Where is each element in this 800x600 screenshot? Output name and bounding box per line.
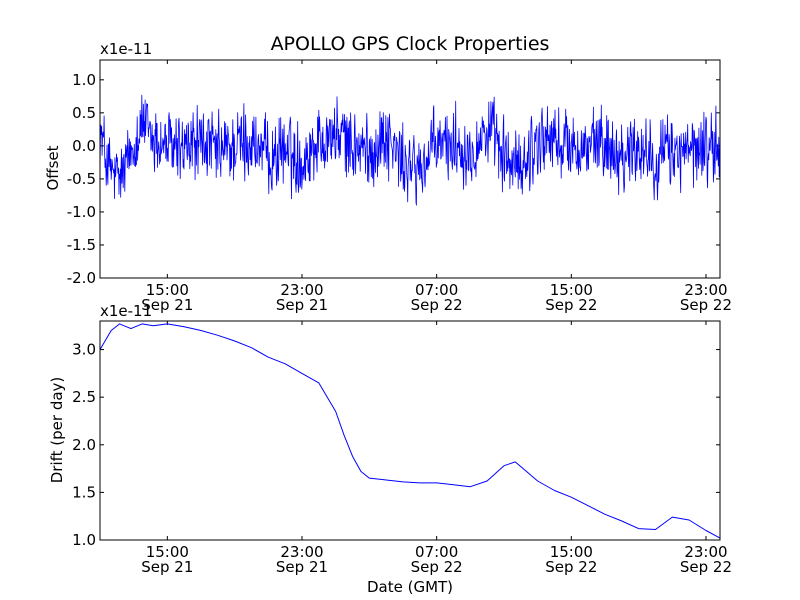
drift-multiplier-label: x1e-11 (100, 302, 152, 320)
drift-plot-area (99, 323, 721, 539)
drift-axes-frame (99, 320, 721, 541)
x-tick-time-label: 15:00 (550, 543, 593, 561)
x-tick-time-label: 07:00 (415, 281, 458, 299)
y-tick-label: -2.0 (67, 269, 96, 287)
y-tick-label: 2.5 (72, 388, 96, 406)
x-tick-time-label: 23:00 (684, 543, 727, 561)
offset-multiplier-label: x1e-11 (100, 40, 152, 58)
x-tick-date-label: Sep 22 (411, 558, 463, 576)
x-tick-time-label: 15:00 (146, 281, 189, 299)
offset-axes-frame (99, 59, 721, 279)
offset-y-ticks: -2.0 -1.5 -1.0 -0.5 0.0 0.5 1.0 (67, 71, 720, 287)
drift-y-axis-label: Drift (per day) (48, 377, 66, 484)
y-tick-label: -1.5 (67, 236, 96, 254)
drift-y-ticks: 1.0 1.5 2.0 2.5 3.0 (72, 341, 720, 549)
offset-plot-area (99, 94, 721, 206)
y-tick-label: -0.5 (67, 170, 96, 188)
y-tick-label: 0.0 (72, 137, 96, 155)
y-tick-label: 1.0 (72, 531, 96, 549)
x-tick-time-label: 23:00 (280, 543, 323, 561)
x-tick-time-label: 15:00 (550, 281, 593, 299)
chart-title: APOLLO GPS Clock Properties (271, 33, 550, 55)
x-tick-date-label: Sep 21 (276, 296, 328, 314)
x-tick-date-label: Sep 21 (141, 296, 193, 314)
y-tick-label: 2.0 (72, 436, 96, 454)
y-tick-label: -1.0 (67, 203, 96, 221)
x-tick-date-label: Sep 22 (545, 558, 597, 576)
x-tick-date-label: Sep 22 (411, 296, 463, 314)
drift-panel: x1e-11 Drift (per day) 1.0 1.5 2.0 2.5 3.0 1… (48, 302, 732, 596)
y-tick-label: 0.5 (72, 104, 96, 122)
x-tick-date-label: Sep 21 (276, 558, 328, 576)
series-line (99, 94, 721, 206)
series-line (99, 323, 721, 539)
x-tick-date-label: Sep 22 (680, 558, 732, 576)
y-tick-label: 1.0 (72, 71, 96, 89)
x-tick-time-label: 23:00 (280, 281, 323, 299)
y-tick-label: 1.5 (72, 483, 96, 501)
offset-panel: x1e-11 Offset -2.0-1.5-1.0-0.50.00.51.0 … (44, 40, 732, 314)
x-tick-date-label: Sep 22 (545, 296, 597, 314)
offset-y-axis-label: Offset (44, 145, 62, 190)
y-tick-label: 3.0 (72, 341, 96, 359)
x-tick-time-label: 23:00 (684, 281, 727, 299)
x-tick-date-label: Sep 22 (680, 296, 732, 314)
drift-x-axis-label: Date (GMT) (367, 578, 453, 596)
x-tick-time-label: 07:00 (415, 543, 458, 561)
x-tick-date-label: Sep 21 (141, 558, 193, 576)
x-tick-time-label: 15:00 (146, 543, 189, 561)
